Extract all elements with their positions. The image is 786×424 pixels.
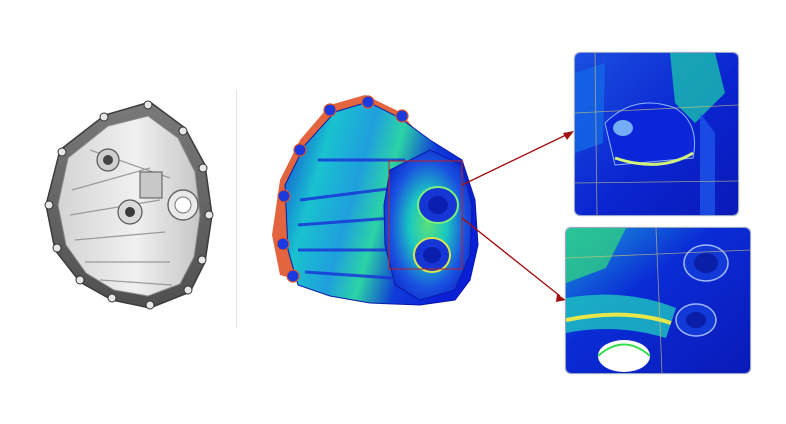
fea-top-bosses	[276, 95, 409, 283]
cad-bolt-holes	[44, 100, 214, 310]
arrow-head-bottom	[556, 294, 566, 302]
callout-lines	[461, 133, 569, 297]
arrow-head-top	[563, 131, 574, 140]
fea-bores	[413, 186, 459, 273]
cad-bosses	[96, 148, 199, 225]
zoom-inset-bottom	[565, 227, 751, 374]
callout-box	[388, 160, 463, 270]
zoom-inset-top	[574, 52, 739, 216]
panel-divider	[236, 90, 237, 328]
fea-front-face	[383, 149, 473, 301]
fea-ribs	[297, 158, 405, 280]
